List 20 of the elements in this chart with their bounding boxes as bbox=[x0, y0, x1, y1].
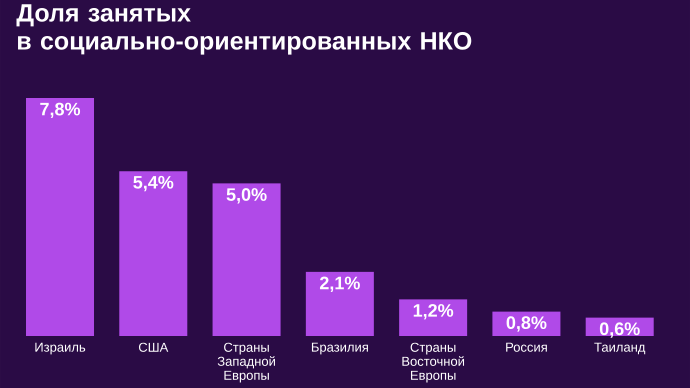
x-tick-label: Страны Восточной Европы bbox=[402, 342, 464, 382]
bar bbox=[26, 98, 94, 336]
bar bbox=[119, 171, 188, 336]
data-label: 1,2% bbox=[414, 304, 454, 320]
data-label: 5,4% bbox=[133, 176, 174, 192]
x-tick-label: Страны Западной Европы bbox=[218, 342, 275, 382]
data-label: 2,1% bbox=[320, 276, 360, 292]
chart-title: Доля занятых в социально-ориентированных НКО bbox=[16, 4, 472, 55]
data-label: 0,8% bbox=[506, 316, 546, 332]
x-tick-label: Израиль bbox=[35, 342, 86, 354]
x-tick-label: Россия bbox=[506, 342, 547, 352]
bar bbox=[306, 272, 374, 336]
data-label: 0,6% bbox=[600, 322, 640, 338]
data-label: 7,8% bbox=[40, 102, 80, 118]
bar bbox=[399, 299, 468, 336]
x-tick-label: Таиланд bbox=[594, 342, 646, 354]
bar bbox=[212, 183, 281, 336]
x-tick-label: Бразилия bbox=[312, 342, 368, 354]
x-tick-label: США bbox=[138, 342, 168, 352]
data-label: 5,0% bbox=[226, 188, 267, 204]
